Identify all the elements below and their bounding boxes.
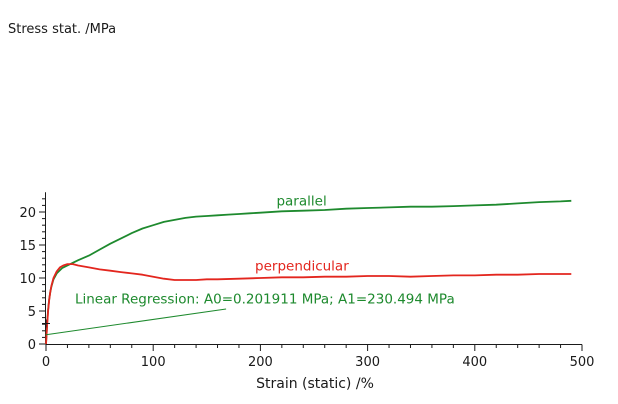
y-tick-label: 5: [28, 305, 36, 320]
y-tick-label: 15: [19, 239, 36, 254]
series-line-parallel: [45, 199, 572, 345]
series-line-perpendicular: [45, 263, 572, 345]
series-layer: [42, 199, 572, 345]
x-tick-label: 100: [141, 355, 166, 370]
y-tick-label: 10: [19, 272, 36, 287]
y-tick-label: 20: [19, 206, 36, 221]
x-tick-label: 0: [42, 355, 50, 370]
x-axis-title: Strain (static) /%: [256, 376, 374, 392]
x-tick-label: 200: [248, 355, 273, 370]
y-axis-title: Stress stat. /MPa: [8, 22, 117, 37]
x-tick-label: 400: [462, 355, 487, 370]
axes: 0 100 200 300 400 500 0 5 10 15 20: [19, 192, 594, 370]
annotation-parallel: parallel: [276, 193, 326, 209]
annotations: parallel perpendicular Linear Regression: …: [75, 193, 455, 307]
regression-line: [45, 308, 227, 336]
data-marker: [42, 319, 50, 328]
x-tick-label: 500: [570, 355, 595, 370]
annotation-perpendicular: perpendicular: [255, 259, 349, 275]
x-tick-label: 300: [355, 355, 380, 370]
annotation-regression: Linear Regression: A0=0.201911 MPa; A1=2…: [75, 292, 455, 308]
y-tick-label: 0: [28, 338, 36, 353]
